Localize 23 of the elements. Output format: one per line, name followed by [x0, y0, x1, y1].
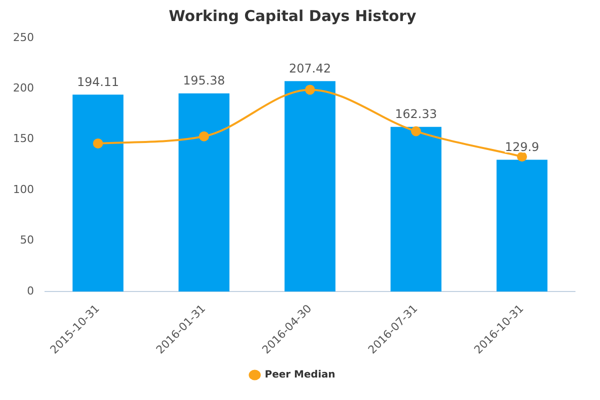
- point: [92, 138, 103, 148]
- y-tick-label: 100: [12, 182, 34, 196]
- y-tick-label: 50: [20, 234, 34, 247]
- point: [198, 131, 209, 142]
- chart-title: Working Capital Days History: [168, 6, 416, 25]
- data-label: 194.11: [76, 74, 119, 89]
- data-label: 129.9: [504, 140, 540, 154]
- bar: [72, 94, 124, 292]
- y-tick-label: 150: [12, 132, 34, 146]
- bar: [284, 81, 336, 292]
- data-label: 207.42: [289, 61, 331, 76]
- data-label: 195.38: [182, 74, 225, 88]
- point: [517, 152, 527, 162]
- bar: [178, 93, 230, 292]
- point: [305, 84, 315, 95]
- bar: [390, 126, 442, 292]
- bar: [496, 160, 548, 292]
- y-tick-label: 0: [26, 284, 34, 298]
- y-tick-label: 250: [12, 30, 34, 44]
- y-tick-label: 200: [12, 82, 34, 95]
- point: [411, 126, 421, 136]
- legend-label: Peer Median: [264, 370, 336, 381]
- data-label: 162.33: [395, 107, 437, 122]
